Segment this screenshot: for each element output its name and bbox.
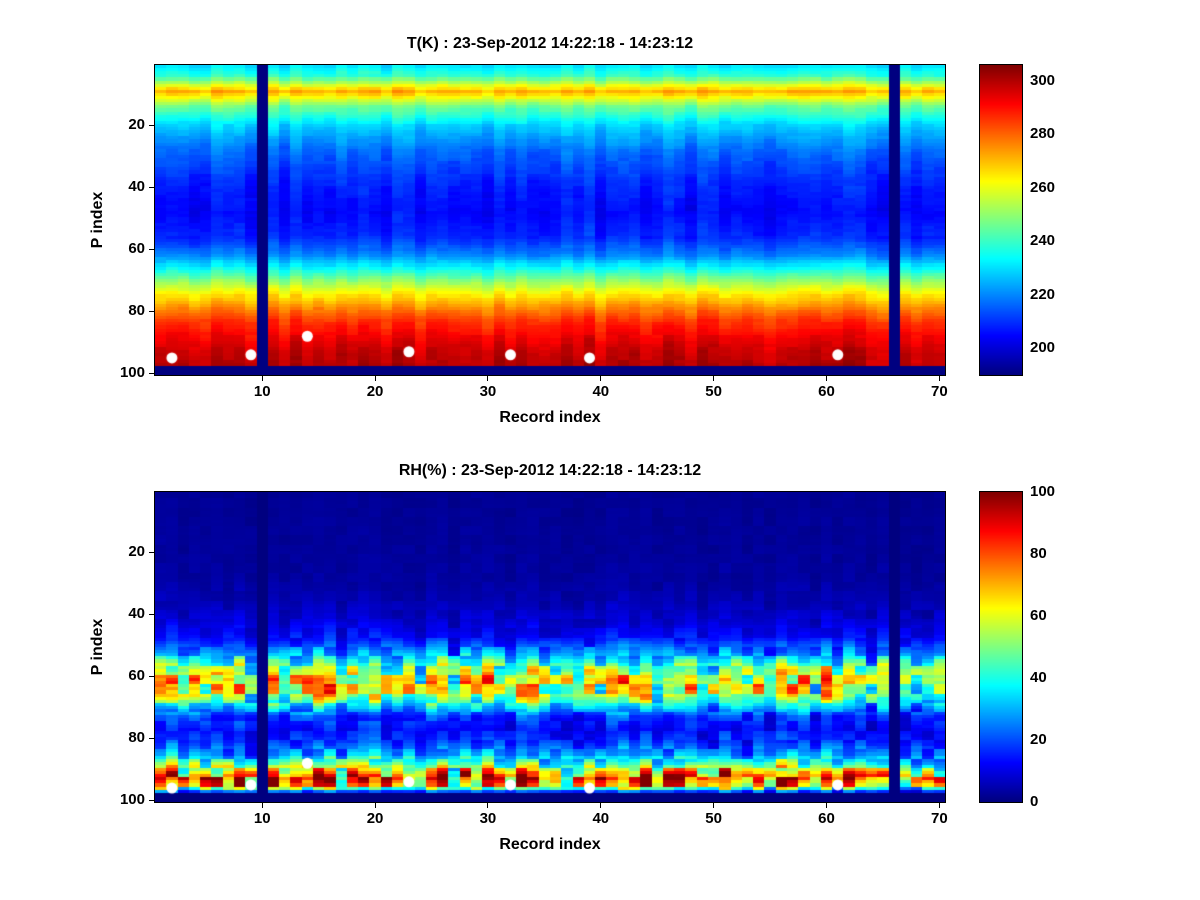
temperature-x-tick-mark-70: [938, 376, 940, 381]
temperature-y-tick-label-20: 20: [128, 116, 145, 134]
temperature-x-tick-label-50: 50: [705, 383, 722, 400]
temperature-heatmap-canvas: [154, 64, 946, 376]
temperature-y-tick-label-60: 60: [128, 240, 145, 258]
temperature-x-tick-label-60: 60: [818, 383, 835, 400]
temperature-y-tick-mark-60: [149, 248, 154, 250]
relative-humidity-y-tick-mark-60: [149, 675, 154, 677]
temperature-y-tick-mark-100: [149, 372, 154, 374]
relative-humidity-x-tick-mark-40: [600, 803, 602, 808]
temperature-colorbar-tick-label-260: 260: [1030, 178, 1056, 196]
relative-humidity-x-tick-mark-50: [713, 803, 715, 808]
relative-humidity-colorbar-tick-label-60: 60: [1030, 607, 1047, 624]
temperature-x-axis-label: Record index: [499, 409, 601, 426]
relative-humidity-x-tick-label-70: 70: [931, 810, 948, 827]
relative-humidity-colorbar-tick-label-40: 40: [1030, 669, 1047, 686]
temperature-y-tick-mark-20: [149, 124, 154, 126]
relative-humidity-y-tick-label-60: 60: [128, 667, 145, 685]
relative-humidity-colorbar-tick-label-80: 80: [1030, 545, 1047, 562]
relative-humidity-y-tick-mark-40: [149, 613, 154, 615]
relative-humidity-y-tick-label-80: 80: [128, 729, 145, 747]
relative-humidity-x-tick-mark-20: [374, 803, 376, 808]
temperature-x-tick-mark-40: [600, 376, 602, 381]
relative-humidity-x-tick-mark-70: [938, 803, 940, 808]
relative-humidity-x-tick-mark-60: [826, 803, 827, 808]
relative-humidity-y-tick-label-20: 20: [128, 543, 145, 561]
temperature-x-tick-mark-30: [487, 376, 489, 381]
temperature-x-tick-mark-60: [826, 376, 827, 381]
relative-humidity-y-tick-label-100: 100: [119, 791, 145, 809]
relative-humidity-x-tick-label-20: 20: [366, 810, 384, 827]
temperature-y-tick-label-100: 100: [119, 364, 145, 382]
relative-humidity-colorbar-tick-label-20: 20: [1030, 731, 1047, 748]
relative-humidity-x-tick-label-40: 40: [592, 810, 610, 827]
relative-humidity-x-tick-label-30: 30: [479, 810, 497, 827]
humidity-plot-title: RH(%) : 23-Sep-2012 14:22:18 - 14:23:12: [398, 462, 702, 479]
relative-humidity-y-tick-mark-100: [149, 799, 154, 801]
temperature-x-tick-mark-50: [713, 376, 715, 381]
relative-humidity-colorbar-tick-label-0: 0: [1030, 793, 1039, 810]
humidity-heatmap-canvas: [154, 491, 946, 803]
temperature-plot-title: T(K) : 23-Sep-2012 14:22:18 - 14:23:12: [406, 35, 694, 52]
temperature-colorbar-tick-label-280: 280: [1030, 125, 1056, 143]
temperature-colorbar-tick-label-300: 300: [1030, 72, 1056, 90]
temperature-colorbar-tick-label-240: 240: [1030, 232, 1056, 250]
humidity-colorbar-canvas: [979, 491, 1023, 803]
relative-humidity-x-tick-label-50: 50: [705, 810, 722, 827]
temperature-x-tick-label-20: 20: [366, 383, 384, 400]
relative-humidity-y-tick-label-40: 40: [128, 605, 145, 623]
temperature-y-tick-mark-80: [149, 310, 154, 312]
relative-humidity-colorbar-tick-label-100: 100: [1030, 483, 1056, 500]
relative-humidity-x-tick-label-10: 10: [253, 810, 271, 827]
temperature-y-tick-mark-40: [149, 186, 154, 188]
temperature-colorbar-tick-label-200: 200: [1030, 339, 1056, 357]
temperature-colorbar-tick-label-220: 220: [1030, 285, 1056, 303]
temperature-x-tick-label-40: 40: [592, 383, 610, 400]
relative-humidity-x-tick-mark-30: [487, 803, 489, 808]
temperature-y-tick-label-80: 80: [128, 302, 145, 320]
temperature-x-tick-label-70: 70: [931, 383, 948, 400]
temperature-x-tick-mark-10: [261, 376, 263, 381]
relative-humidity-x-tick-label-60: 60: [818, 810, 835, 827]
relative-humidity-y-tick-mark-80: [149, 737, 154, 739]
humidity-x-axis-label: Record index: [499, 836, 601, 853]
temperature-x-tick-mark-20: [374, 376, 376, 381]
relative-humidity-y-tick-mark-20: [149, 551, 154, 553]
temperature-colorbar-canvas: [979, 64, 1023, 376]
relative-humidity-x-tick-mark-10: [261, 803, 263, 808]
temperature-x-tick-label-30: 30: [479, 383, 497, 400]
temperature-x-tick-label-10: 10: [253, 383, 271, 400]
temperature-y-tick-label-40: 40: [128, 178, 145, 196]
